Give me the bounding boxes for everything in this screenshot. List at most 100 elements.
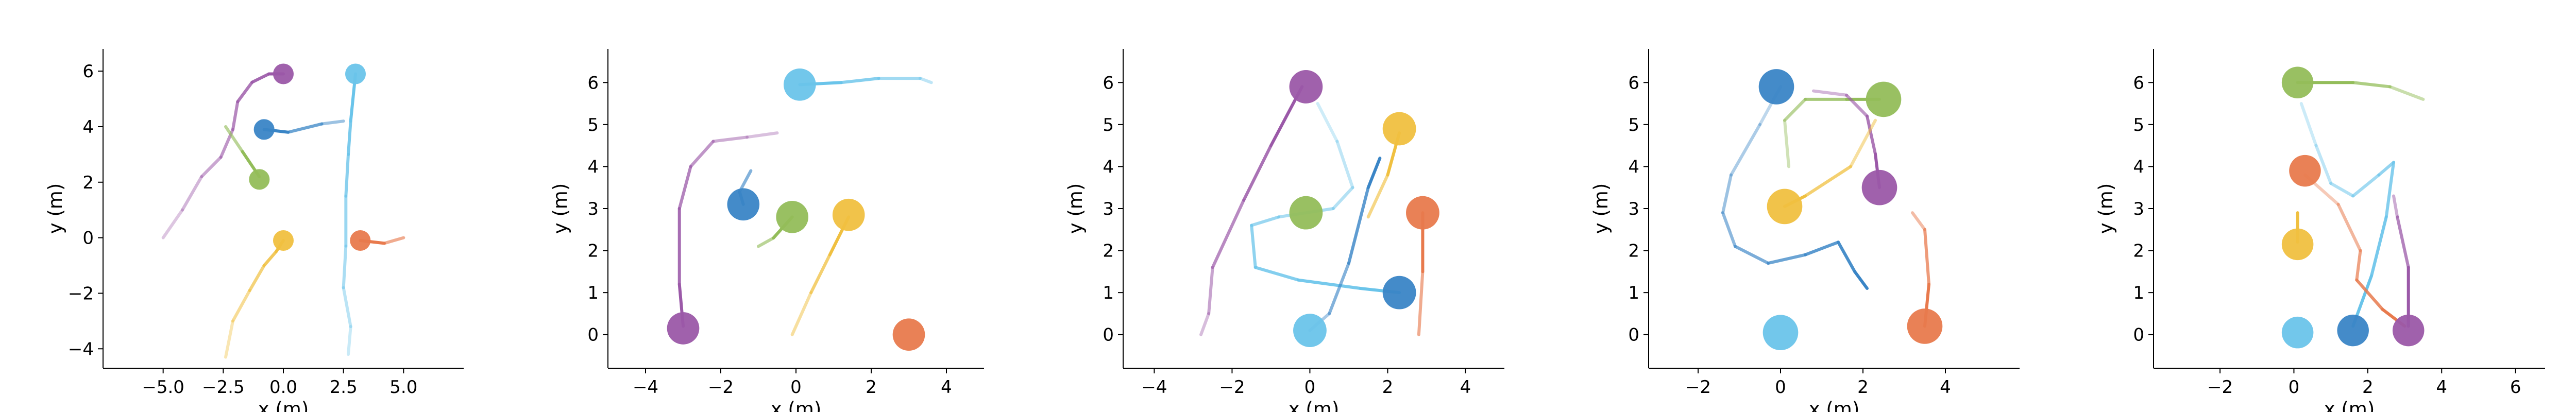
trajectory bbox=[1783, 118, 1877, 208]
agent-marker bbox=[783, 68, 816, 101]
x-axis-label: x (m) bbox=[1289, 398, 1340, 412]
trajectory-segment bbox=[2377, 161, 2396, 177]
trajectory bbox=[1417, 211, 1425, 336]
y-tick-label: 2 bbox=[2133, 241, 2144, 262]
x-tick-label: 4 bbox=[1940, 377, 1951, 398]
trajectory-segment bbox=[1316, 102, 1339, 143]
y-tick-label: 0 bbox=[1103, 325, 1114, 346]
trajectory-segment bbox=[2299, 102, 2318, 147]
y-tick-label: 0 bbox=[1628, 325, 1639, 346]
trajectory-segment bbox=[286, 122, 324, 134]
x-tick-label: −2 bbox=[708, 377, 734, 398]
trajectory-segment bbox=[2355, 249, 2362, 282]
trajectory-segment bbox=[224, 319, 234, 359]
y-tick-label: 0 bbox=[82, 228, 94, 249]
x-tick-label: 0 bbox=[790, 377, 802, 398]
agent-marker bbox=[1758, 69, 1794, 105]
trajectory-segment bbox=[2396, 215, 2410, 269]
agent-marker bbox=[1289, 196, 1323, 230]
trajectory-segment bbox=[236, 80, 254, 104]
y-tick-label: 4 bbox=[2133, 157, 2144, 177]
trajectory bbox=[677, 131, 779, 328]
trajectory-segment bbox=[2314, 144, 2333, 185]
x-axis-label: x (m) bbox=[2324, 398, 2375, 412]
trajectory-segment bbox=[2388, 85, 2425, 101]
y-tick-label: 5 bbox=[587, 115, 599, 135]
trajectory-segment bbox=[1250, 215, 1281, 227]
y-tick-label: −2 bbox=[68, 283, 94, 304]
trajectory bbox=[262, 119, 345, 134]
trajectory-segment bbox=[1721, 173, 1733, 215]
x-tick-label: 2 bbox=[1857, 377, 1869, 398]
trajectory-segment bbox=[250, 72, 270, 84]
trajectory-segment bbox=[738, 169, 753, 194]
trajectory-segment bbox=[2351, 173, 2381, 198]
trajectory-segment bbox=[224, 125, 244, 153]
y-tick-label: 6 bbox=[82, 61, 94, 82]
x-tick-label: 2 bbox=[866, 377, 877, 398]
y-axis-label: y (m) bbox=[1064, 183, 1087, 234]
x-tick-label: −2 bbox=[1685, 377, 1711, 398]
trajectory bbox=[2296, 81, 2425, 101]
x-tick-label: −5.0 bbox=[142, 377, 184, 398]
trajectory-segment bbox=[809, 253, 832, 295]
agent-marker bbox=[2281, 316, 2314, 349]
agent-marker bbox=[345, 63, 366, 84]
trajectory-segment bbox=[689, 140, 715, 168]
y-tick-label: 0 bbox=[587, 325, 599, 346]
trajectory bbox=[798, 77, 933, 87]
trajectory-segment bbox=[1812, 89, 1848, 97]
agent-marker bbox=[2289, 154, 2321, 187]
y-tick-label: 2 bbox=[1628, 241, 1639, 262]
trajectory-segment bbox=[1366, 157, 1382, 190]
y-tick-label: 5 bbox=[1103, 115, 1114, 135]
agent-marker bbox=[667, 312, 700, 345]
trajectory-segment bbox=[1328, 262, 1350, 315]
y-tick-label: 3 bbox=[1628, 199, 1639, 219]
trajectory-segment bbox=[1721, 211, 1737, 248]
agent-marker bbox=[2337, 314, 2369, 347]
agent-marker bbox=[1767, 188, 1803, 225]
subplot-4: −2 0 2 4 0 1 2 3 4 5 6 x (m) y (m) bbox=[1590, 49, 2020, 412]
y-tick-label: 3 bbox=[2133, 199, 2144, 219]
x-tick-label: 4 bbox=[1460, 377, 1471, 398]
x-tick-label: 4 bbox=[2436, 377, 2447, 398]
agent-marker bbox=[249, 169, 270, 190]
agent-marker bbox=[273, 63, 294, 84]
trajectory-segment bbox=[342, 286, 352, 329]
trajectory-segment bbox=[1335, 140, 1354, 190]
x-tick-label: 5.0 bbox=[389, 377, 417, 398]
x-axis-label: x (m) bbox=[258, 398, 309, 412]
y-tick-label: 2 bbox=[82, 173, 94, 193]
trajectory-segment bbox=[1783, 97, 1807, 122]
trajectory-segment bbox=[1911, 211, 1926, 231]
x-tick-label: −2 bbox=[1219, 377, 1245, 398]
y-tick-label: 6 bbox=[587, 73, 599, 93]
trajectory-segment bbox=[2384, 161, 2396, 219]
agent-marker bbox=[1293, 314, 1327, 347]
trajectory-segment bbox=[1734, 245, 1770, 265]
trajectory-segment bbox=[2370, 215, 2388, 278]
x-axis-label: x (m) bbox=[771, 398, 822, 412]
agent-marker bbox=[727, 188, 760, 221]
trajectory-segment bbox=[745, 131, 779, 139]
agent-marker bbox=[350, 230, 371, 251]
x-tick-label: 0.0 bbox=[269, 377, 297, 398]
trajectory-segment bbox=[347, 325, 352, 356]
trajectory-segment bbox=[347, 119, 352, 156]
trajectory-segment bbox=[839, 77, 880, 84]
agent-marker bbox=[832, 198, 865, 231]
trajectory-segment bbox=[1923, 228, 1930, 286]
agent-marker bbox=[1406, 196, 1439, 230]
trajectory bbox=[2299, 102, 2396, 328]
y-tick-label: 6 bbox=[1103, 73, 1114, 93]
trajectory-segment bbox=[1849, 118, 1877, 168]
trajectory-segment bbox=[2355, 278, 2384, 311]
trajectory-segment bbox=[2329, 182, 2355, 198]
trajectory-segment bbox=[757, 236, 775, 248]
y-tick-label: 3 bbox=[587, 199, 599, 219]
trajectory-segment bbox=[1730, 123, 1761, 177]
y-tick-label: 4 bbox=[82, 117, 94, 138]
x-tick-label: 0 bbox=[1304, 377, 1316, 398]
